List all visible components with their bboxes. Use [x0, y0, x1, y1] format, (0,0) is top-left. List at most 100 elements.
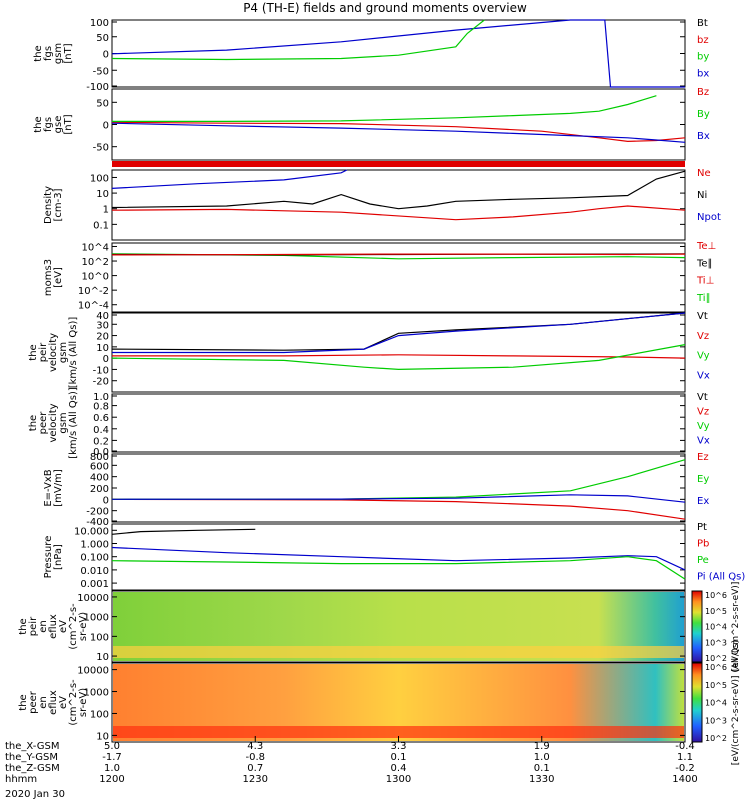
legend-entry: Npot [697, 212, 721, 223]
legend-entry: Te∥ [696, 258, 713, 269]
legend-entry: Vz [697, 407, 709, 418]
y-tick-label: 200 [90, 484, 109, 495]
panel-frame [111, 88, 686, 161]
ephemeris-value: 4.3 [247, 741, 263, 752]
y-tick-label: 10^0 [82, 272, 109, 283]
legend-entry: Vz [697, 331, 709, 342]
y-axis-label: the [28, 344, 39, 360]
y-tick-label: 50 [96, 33, 109, 44]
colorbar-tick-label: 10^5 [705, 607, 727, 616]
series-line-By [112, 95, 657, 123]
ephemeris-value: -0.2 [675, 763, 695, 774]
y-tick-label: -50 [93, 143, 109, 154]
colorbar-tick-label: 10^4 [705, 623, 727, 632]
y-axis-label: [nPa] [53, 544, 64, 570]
ephemeris-value: 1230 [243, 774, 268, 785]
y-tick-label: 10^4 [82, 242, 109, 253]
ephemeris-row-label: the_X-GSM [5, 741, 59, 752]
series-line-Ni [111, 170, 686, 210]
y-axis-label: eV [58, 696, 69, 709]
legend-entry: Bx [697, 131, 710, 142]
series-line-bx [111, 19, 685, 88]
ephemeris-value: 1330 [529, 774, 554, 785]
y-axis-label: Density [43, 186, 54, 224]
series-line-Vx [112, 312, 686, 354]
y-tick-label: 400 [90, 473, 109, 484]
y-tick-label: 0 [103, 50, 109, 61]
ephemeris-row-label: the_Z-GSM [5, 763, 60, 774]
y-tick-label: 40 [96, 311, 109, 322]
y-tick-label: 0 [103, 354, 109, 365]
y-axis-label: the [18, 694, 29, 710]
y-tick-label: 10^-2 [78, 286, 109, 297]
y-axis-label: peir [28, 616, 39, 636]
colorbar-tick-label: 10^2 [705, 654, 727, 663]
series-line-Pt [111, 528, 256, 535]
y-tick-label: 100 [90, 18, 109, 29]
time-axis: the_X-GSM 5.0 4.3 3.3 1.9 -0.4 the_Y-GSM -1.7 -0… [5, 736, 698, 785]
legend-entry: Ni [697, 190, 707, 201]
y-axis-label: gse [53, 116, 64, 134]
y-tick-label: 1000 [84, 613, 109, 624]
panel-peer_velocity: 1.00.80.60.40.20.0 the peer velocity gsm [km/… [28, 387, 710, 459]
legend-entry: bx [697, 68, 709, 79]
panel-frame [111, 393, 686, 453]
y-axis-label: moms3 [43, 259, 54, 296]
colorbar-tick-label: 10^2 [705, 734, 727, 743]
legend-entry: Pi (All Qs) [697, 572, 745, 583]
legend-entry: Pb [697, 539, 709, 550]
colorbar-tick-label: 10^3 [705, 638, 727, 647]
y-axis-label: E=-VxB [43, 469, 54, 506]
legend-entry: Vx [697, 436, 710, 447]
y-tick-label: 10 [96, 731, 109, 742]
y-tick-label: 10 [96, 189, 109, 200]
colorbars: 10^210^310^410^510^6 [eV/(cm^2-s-sr-eV)]1… [691, 582, 741, 765]
legend-entry: Ex [697, 496, 709, 507]
legend-entry: Bz [697, 87, 709, 98]
ephemeris-value: 1400 [672, 774, 697, 785]
panel-frame [111, 453, 686, 523]
y-axis-label: [nT] [63, 114, 74, 134]
colorbar-tick-label: 10^5 [705, 681, 727, 690]
y-axis-label: [eV] [53, 267, 64, 288]
y-tick-label: 0.0 [93, 447, 109, 458]
series-line-Te_perp [111, 253, 686, 256]
series-line-Ne [111, 205, 686, 221]
y-tick-label: 0 [103, 121, 109, 132]
panel-fgs_gsm: 100 50 0 -50 -100 the fgs gsm [nT] Bt bz by bx [33, 18, 709, 93]
y-tick-label: 20 [96, 332, 109, 343]
legend-entry: Ne [697, 168, 711, 179]
colorbar-2: 10^2 10^3 10^4 10^5 10^6 [eV/(cm^2-s-sr-eV)] … [691, 640, 741, 765]
y-tick-label: 0.6 [93, 413, 109, 424]
panel-peer_en: 10000 1000 100 10 the peer en eflux eV (cm^2-s-sr… [18, 662, 686, 743]
series-line-Pe [111, 556, 686, 580]
y-axis-label: velocity [48, 333, 59, 372]
series-line-Vt [111, 312, 686, 351]
y-tick-label: -400 [86, 517, 109, 528]
y-tick-label: 0.1 [93, 220, 109, 231]
legend-entry: Te⊥ [696, 241, 716, 252]
y-axis-label: eV [58, 620, 69, 633]
series-line-Ey [111, 459, 686, 500]
y-tick-label: 800 [90, 452, 109, 463]
y-tick-label: 10^-4 [78, 301, 109, 312]
y-tick-label: -10 [93, 365, 109, 376]
ephemeris-row-label: the_Y-GSM [5, 752, 58, 763]
panel-peir_en: 10000 1000 100 10 the peir en eflux eV (cm^2-s-sr… [18, 590, 686, 663]
y-axis-label: en [38, 620, 49, 633]
y-tick-label: 10^2 [82, 257, 109, 268]
panel-pressure: 10.000 1.000 0.100 0.010 0.001 Pressure [nPa] P… [43, 522, 745, 591]
y-axis-label: the [33, 116, 44, 132]
y-axis-label: en [38, 696, 49, 709]
y-tick-label: 1000 [84, 688, 109, 699]
ephemeris-value: -0.4 [675, 741, 695, 752]
separator-bar [112, 161, 685, 167]
series-line-Ex [111, 494, 686, 503]
ephemeris-value: 0.7 [247, 763, 263, 774]
y-tick-label: 10000 [77, 666, 109, 677]
legend-entry: Vy [697, 351, 710, 362]
legend-entry: Vy [697, 421, 710, 432]
y-tick-label: 0.4 [93, 425, 109, 436]
